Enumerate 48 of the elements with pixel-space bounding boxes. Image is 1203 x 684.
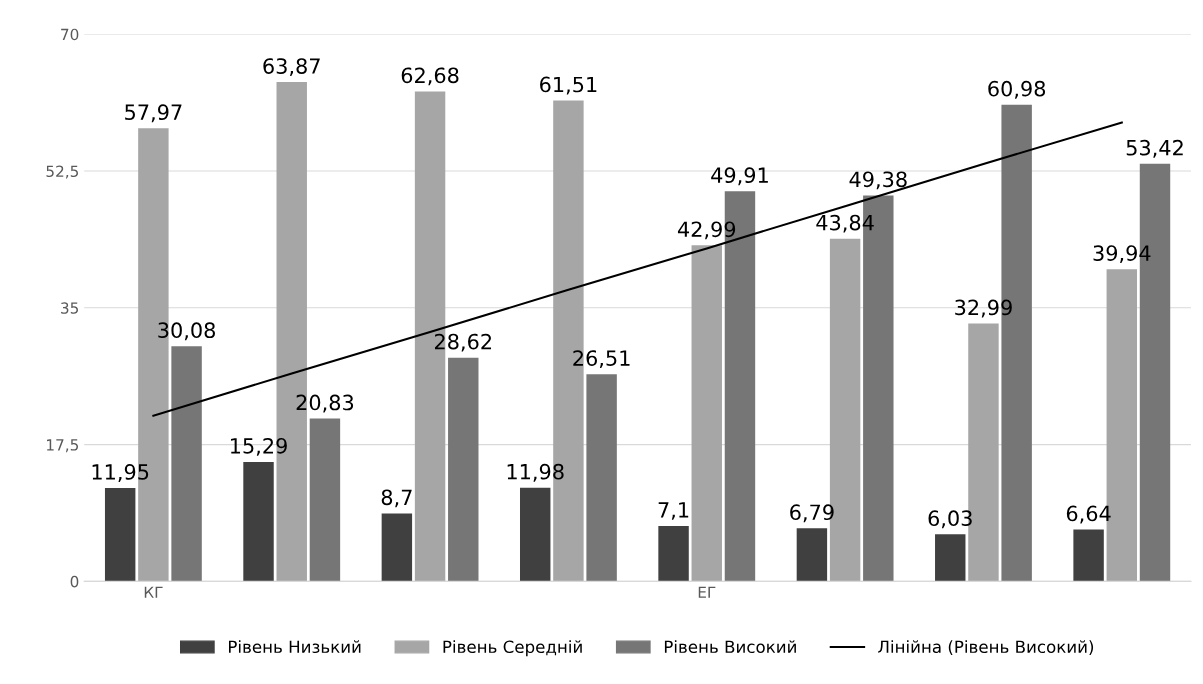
bar — [691, 245, 722, 582]
data-label: 28,62 — [434, 333, 492, 352]
bar — [935, 534, 966, 582]
bar — [448, 357, 479, 582]
bar — [171, 346, 202, 582]
data-label: 49,38 — [849, 171, 907, 190]
data-label: 62,68 — [401, 67, 459, 86]
bar — [1073, 529, 1104, 582]
y-tick-label: 0 — [70, 575, 79, 588]
bar — [243, 461, 274, 582]
data-label: 42,99 — [677, 221, 736, 240]
data-label: 63,87 — [263, 58, 320, 77]
x-tick-label: ЕГ — [698, 586, 716, 598]
y-tick-label: 17,5 — [47, 439, 79, 453]
data-label: 39,94 — [1093, 245, 1151, 264]
bar — [796, 528, 828, 582]
data-label: 60,98 — [988, 80, 1046, 99]
legend-label: Лінійна (Рівень Високий) — [878, 640, 1094, 656]
data-label: 8,7 — [381, 489, 412, 508]
data-label: 26,51 — [573, 350, 630, 369]
data-label: 6,03 — [928, 510, 972, 529]
data-label: 20,83 — [296, 394, 354, 413]
bar — [309, 418, 341, 582]
data-label: 6,64 — [1066, 505, 1111, 524]
data-label: 30,08 — [158, 322, 215, 341]
data-label: 6,79 — [790, 504, 834, 523]
data-label: 57,97 — [125, 104, 182, 123]
data-label: 43,84 — [816, 214, 874, 233]
y-tick-label: 52,5 — [46, 165, 79, 179]
bar — [381, 513, 413, 582]
x-tick-label: КГ — [144, 586, 163, 598]
data-label: 49,91 — [711, 167, 768, 186]
data-label: 11,95 — [92, 464, 149, 482]
bar — [104, 487, 136, 582]
data-label: 7,1 — [658, 502, 689, 520]
data-label: 53,42 — [1126, 139, 1183, 158]
data-label: 61,51 — [540, 76, 597, 95]
bar — [658, 525, 689, 582]
data-label: 11,98 — [507, 463, 564, 482]
y-tick-label: 70 — [61, 28, 79, 41]
bar — [586, 374, 617, 582]
legend-label: Рівень Середній — [443, 640, 582, 657]
data-label: 15,29 — [230, 437, 287, 456]
legend-label: Рівень Низький — [228, 640, 361, 654]
y-tick-label: 35 — [61, 302, 79, 314]
legend-label: Рівень Високий — [664, 640, 796, 654]
data-label: 32,99 — [955, 299, 1012, 318]
bar — [520, 487, 551, 582]
